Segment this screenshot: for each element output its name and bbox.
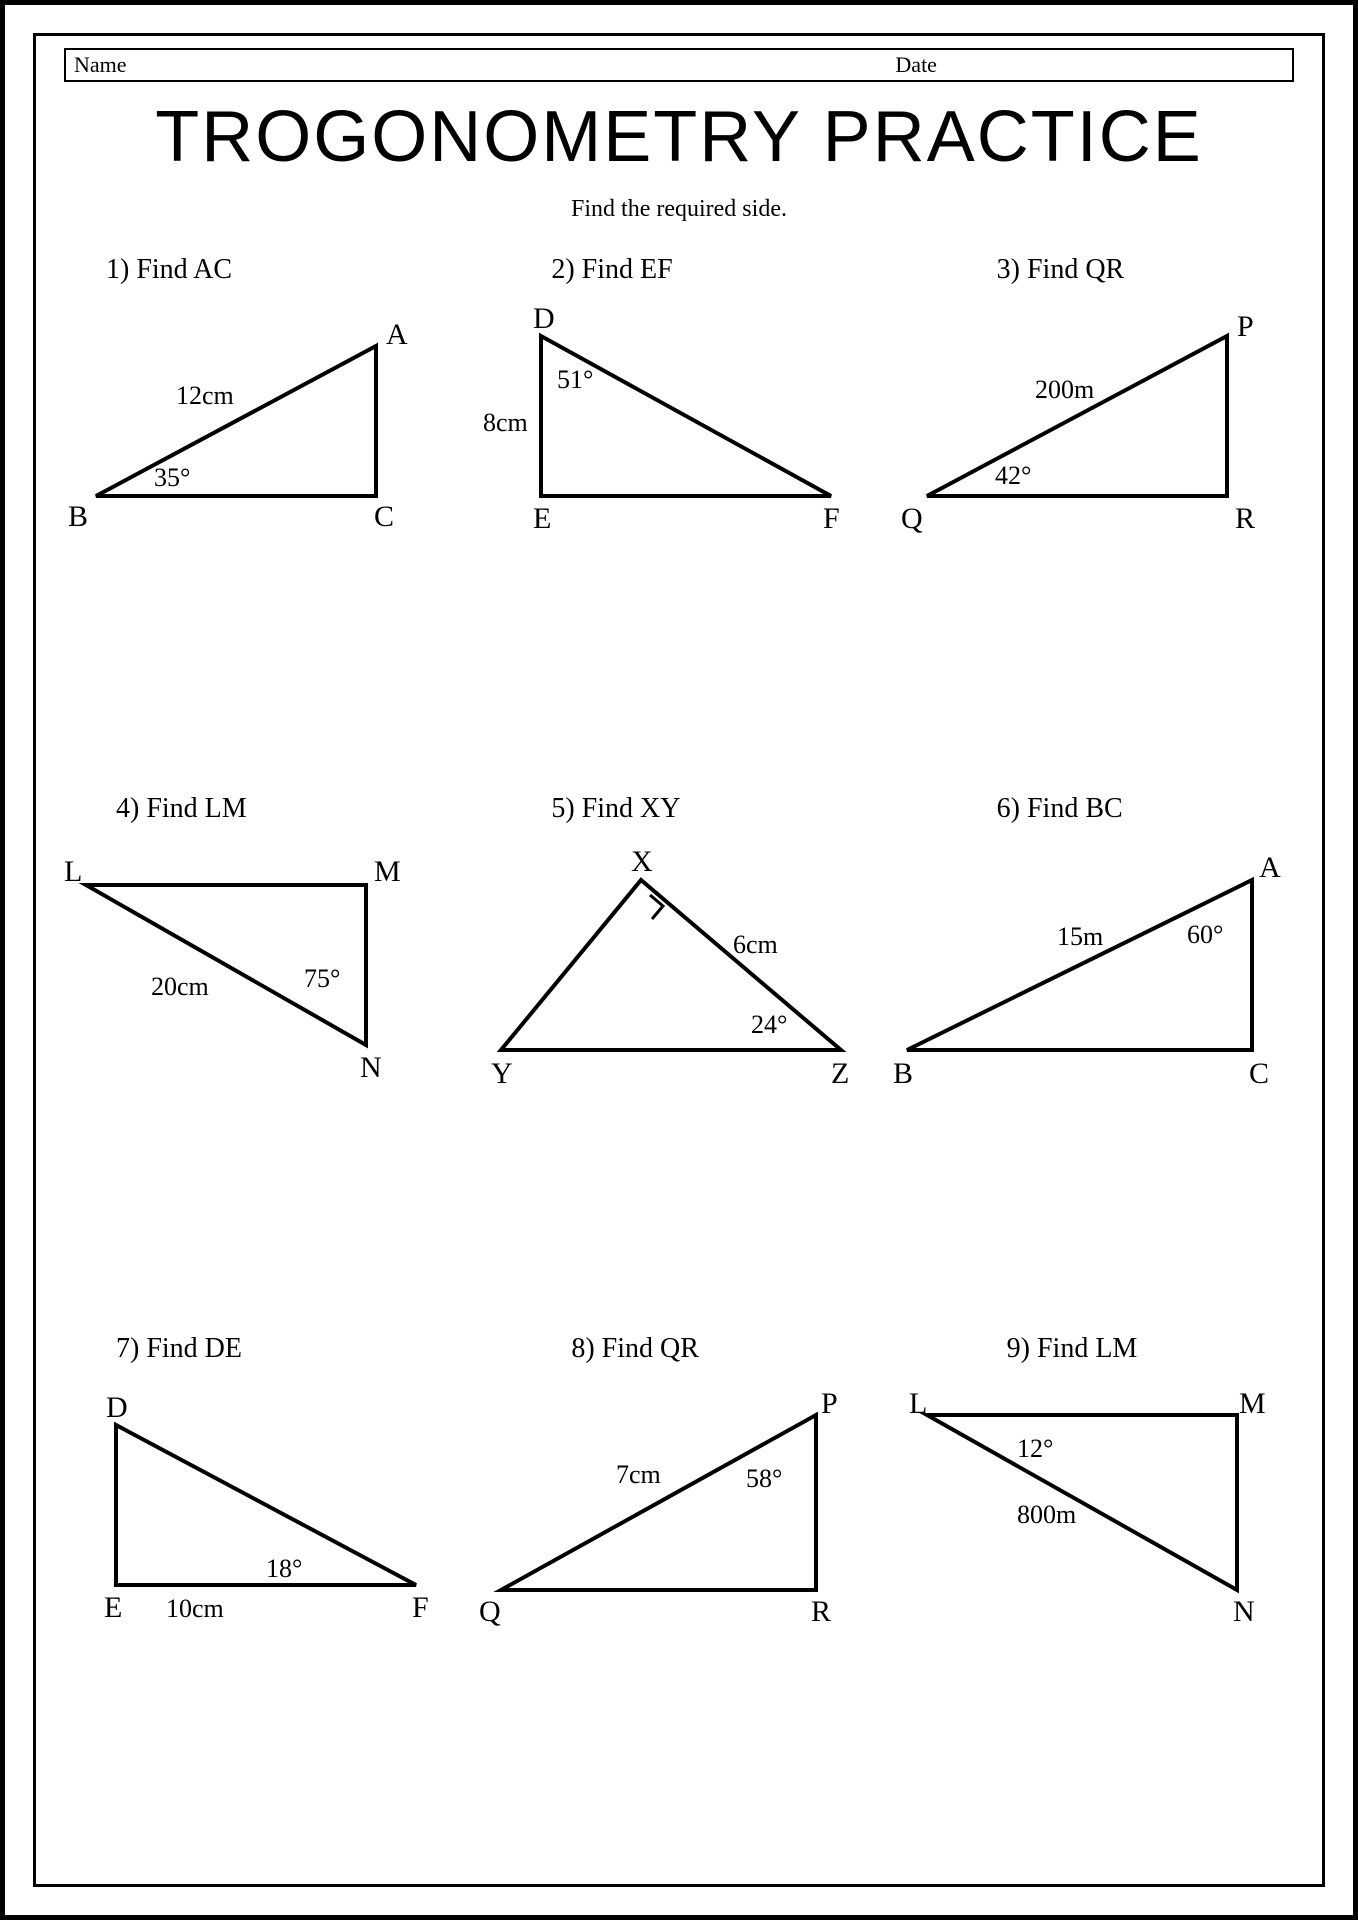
triangle-1: A B C 12cm 35° bbox=[56, 276, 476, 576]
vertex-R: R bbox=[1235, 502, 1255, 535]
vertex-F: F bbox=[412, 1591, 429, 1624]
problem-6: 6) Find BC A B C 15m 60° bbox=[887, 785, 1302, 1324]
angle-label: 12° bbox=[1017, 1434, 1053, 1463]
vertex-N: N bbox=[1233, 1595, 1255, 1628]
side-label: 6cm bbox=[733, 930, 778, 959]
side-label: 7cm bbox=[616, 1460, 661, 1489]
triangle-6: A B C 15m 60° bbox=[887, 815, 1307, 1115]
vertex-L: L bbox=[64, 855, 82, 888]
side-label: 10cm bbox=[166, 1594, 224, 1623]
vertex-E: E bbox=[533, 502, 551, 535]
vertex-Q: Q bbox=[479, 1595, 501, 1628]
angle-label: 51° bbox=[557, 365, 593, 394]
vertex-D: D bbox=[106, 1391, 128, 1424]
angle-label: 35° bbox=[154, 463, 190, 492]
side-label: 12cm bbox=[176, 381, 234, 410]
triangle-4: L M N 20cm 75° bbox=[56, 815, 476, 1115]
vertex-Z: Z bbox=[831, 1057, 849, 1090]
side-label: 20cm bbox=[151, 972, 209, 1001]
page-subtitle: Find the required side. bbox=[36, 196, 1322, 223]
problem-8: 8) Find QR P Q R 7cm 58° bbox=[471, 1325, 886, 1864]
vertex-N: N bbox=[360, 1051, 382, 1084]
triangle-3: P Q R 200m 42° bbox=[887, 276, 1307, 576]
vertex-B: B bbox=[68, 500, 88, 533]
side-label: 15m bbox=[1057, 922, 1103, 951]
triangle-5: X Y Z 6cm 24° bbox=[471, 815, 891, 1115]
angle-label: 75° bbox=[304, 964, 340, 993]
worksheet-page: Name Date TROGONOMETRY PRACTICE Find the… bbox=[0, 0, 1358, 1920]
angle-label: 60° bbox=[1187, 920, 1223, 949]
problem-7: 7) Find DE D E F 10cm 18° bbox=[56, 1325, 471, 1864]
triangle-9: L M N 800m 12° bbox=[887, 1355, 1307, 1655]
vertex-A: A bbox=[386, 318, 408, 351]
side-label: 200m bbox=[1035, 375, 1094, 404]
page-title: TROGONOMETRY PRACTICE bbox=[36, 96, 1322, 178]
problem-9: 9) Find LM L M N 800m 12° bbox=[887, 1325, 1302, 1864]
vertex-M: M bbox=[374, 855, 401, 888]
vertex-M: M bbox=[1239, 1387, 1266, 1420]
angle-label: 42° bbox=[995, 461, 1031, 490]
angle-label: 24° bbox=[751, 1010, 787, 1039]
side-label: 8cm bbox=[483, 408, 528, 437]
problem-2: 2) Find EF D E F 8cm 51° bbox=[471, 246, 886, 785]
angle-label: 18° bbox=[266, 1554, 302, 1583]
vertex-E: E bbox=[104, 1591, 122, 1624]
inner-frame: Name Date TROGONOMETRY PRACTICE Find the… bbox=[33, 33, 1325, 1887]
vertex-B: B bbox=[893, 1057, 913, 1090]
triangle-7: D E F 10cm 18° bbox=[56, 1355, 476, 1655]
vertex-P: P bbox=[1237, 310, 1254, 343]
vertex-R: R bbox=[811, 1595, 831, 1628]
vertex-Y: Y bbox=[491, 1057, 513, 1090]
vertex-C: C bbox=[374, 500, 394, 533]
problem-5: 5) Find XY X Y Z 6cm 24° bbox=[471, 785, 886, 1324]
header-bar: Name Date bbox=[64, 48, 1294, 82]
vertex-L: L bbox=[909, 1387, 927, 1420]
problem-1: 1) Find AC A B C 12cm 35° bbox=[56, 246, 471, 785]
vertex-A: A bbox=[1259, 851, 1281, 884]
vertex-C: C bbox=[1249, 1057, 1269, 1090]
date-field-label: Date bbox=[887, 52, 1292, 78]
problem-4: 4) Find LM L M N 20cm 75° bbox=[56, 785, 471, 1324]
vertex-P: P bbox=[821, 1387, 838, 1420]
vertex-F: F bbox=[823, 502, 840, 535]
name-field-label: Name bbox=[66, 52, 887, 78]
triangle-2: D E F 8cm 51° bbox=[471, 276, 891, 576]
problem-3: 3) Find QR P Q R 200m 42° bbox=[887, 246, 1302, 785]
vertex-D: D bbox=[533, 302, 555, 335]
problems-grid: 1) Find AC A B C 12cm 35° 2) Find EF D E bbox=[56, 246, 1302, 1864]
triangle-8: P Q R 7cm 58° bbox=[471, 1355, 891, 1655]
vertex-X: X bbox=[631, 845, 653, 878]
angle-label: 58° bbox=[746, 1464, 782, 1493]
vertex-Q: Q bbox=[901, 502, 923, 535]
side-label: 800m bbox=[1017, 1500, 1076, 1529]
